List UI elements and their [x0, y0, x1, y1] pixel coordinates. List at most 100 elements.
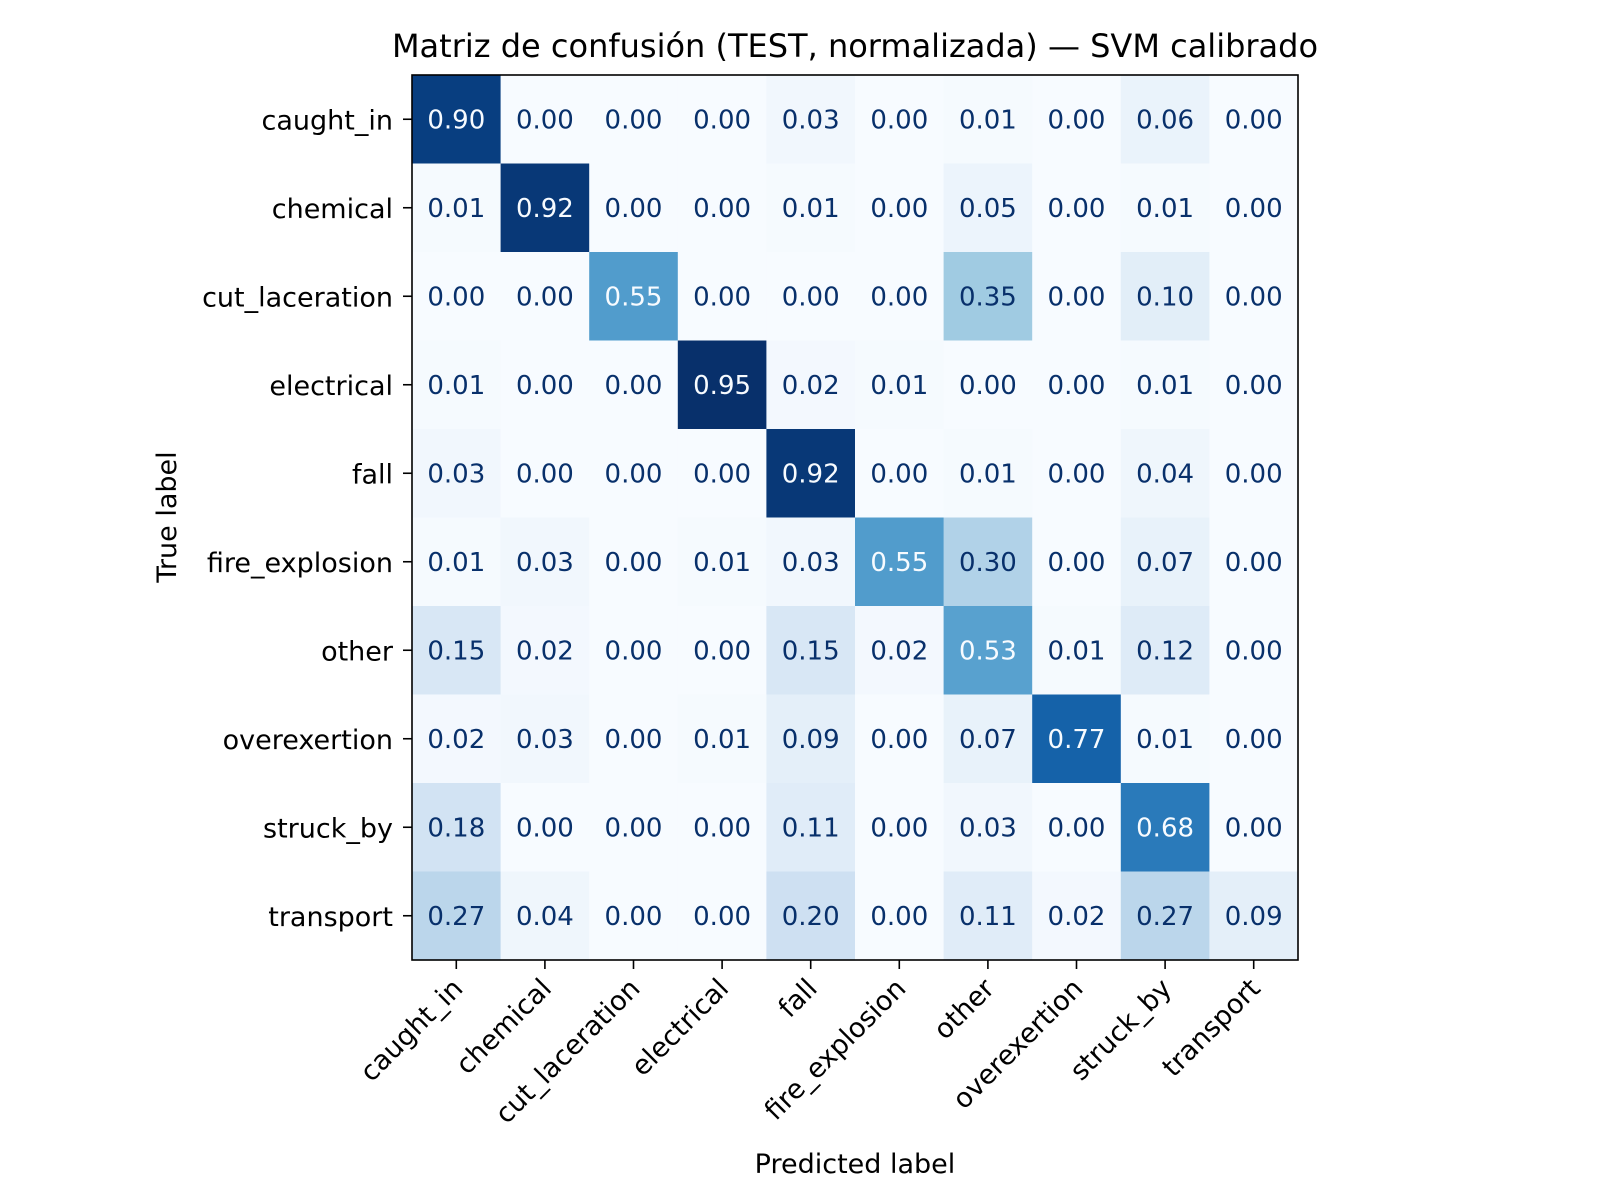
cell-value-label: 0.00: [693, 636, 751, 666]
heatmap-cell: [855, 429, 945, 519]
heatmap-cell: [412, 75, 502, 165]
cell-value-label: 0.07: [959, 725, 1017, 755]
heatmap-cell: [766, 606, 856, 696]
cell-value-label: 0.01: [693, 548, 751, 578]
heatmap-cell: [1209, 75, 1299, 165]
cell-value-label: 0.07: [1136, 548, 1194, 578]
cell-value-label: 0.01: [870, 371, 928, 401]
heatmap-cell: [412, 517, 502, 607]
cell-value-label: 0.00: [1048, 548, 1106, 578]
x-tick-label: transport: [1157, 973, 1267, 1083]
heatmap-cell: [1209, 783, 1299, 873]
heatmap-cell: [500, 252, 590, 342]
cell-value-label: 0.00: [516, 813, 574, 843]
cell-value-label: 0.11: [782, 813, 840, 843]
cell-value-label: 0.01: [427, 371, 485, 401]
heatmap-cell: [1120, 429, 1210, 519]
cell-value-label: 0.00: [605, 636, 663, 666]
heatmap-cell: [1120, 783, 1210, 873]
heatmap-cell: [1032, 517, 1122, 607]
cell-value-label: 0.00: [516, 105, 574, 135]
heatmap-cell: [500, 429, 590, 519]
heatmap-cell: [1209, 694, 1299, 784]
cell-value-label: 0.00: [1225, 548, 1283, 578]
plot-frame: [411, 74, 1299, 961]
cell-value-label: 0.10: [1136, 282, 1194, 312]
cell-value-label: 0.00: [693, 105, 751, 135]
heatmap-cell: [589, 75, 679, 165]
heatmap-cell: [412, 694, 502, 784]
heatmap-cell: [1209, 517, 1299, 607]
y-axis-label: True label: [152, 451, 183, 583]
cell-value-label: 0.00: [605, 371, 663, 401]
cell-value-label: 0.90: [427, 105, 485, 135]
cell-value-label: 0.12: [1136, 636, 1194, 666]
heatmap-cell: [855, 606, 945, 696]
heatmap-cell: [589, 517, 679, 607]
heatmap-cell: [589, 606, 679, 696]
heatmap-cell: [589, 694, 679, 784]
heatmap-cell: [766, 340, 856, 430]
cell-value-labels: 0.90 0.00 0.00 0.00 0.03 0.00 0.01 0.00 0.06 0.00…: [427, 105, 1282, 932]
cell-value-label: 0.02: [1048, 902, 1106, 932]
heatmap-cell: [500, 340, 590, 430]
cell-value-label: 0.03: [782, 105, 840, 135]
heatmap-cell: [1032, 252, 1122, 342]
y-axis-ticks: caught_in chemical cut_laceration electrica…: [202, 105, 412, 933]
cell-value-label: 0.00: [516, 459, 574, 489]
heatmap-cell: [1120, 75, 1210, 165]
cell-value-label: 0.00: [605, 813, 663, 843]
heatmap-cell: [677, 163, 767, 253]
chart-title: Matriz de confusión (TEST, normalizada) …: [392, 27, 1318, 65]
cell-value-label: 0.00: [605, 902, 663, 932]
y-tick-label: cut_laceration: [202, 282, 393, 313]
cell-value-label: 0.92: [516, 194, 574, 224]
heatmap-cell: [1032, 871, 1122, 961]
heatmap-cell: [677, 694, 767, 784]
heatmap-cell: [589, 163, 679, 253]
cell-value-label: 0.00: [1225, 459, 1283, 489]
cell-value-label: 0.00: [870, 194, 928, 224]
heatmap-cell: [766, 871, 856, 961]
cell-value-label: 0.00: [870, 105, 928, 135]
cell-value-label: 0.00: [605, 725, 663, 755]
heatmap-cell: [855, 340, 945, 430]
x-axis-label: Predicted label: [755, 1149, 956, 1180]
cell-value-label: 0.00: [870, 459, 928, 489]
cell-value-label: 0.05: [959, 194, 1017, 224]
heatmap-cell: [1209, 871, 1299, 961]
heatmap-cell: [1032, 75, 1122, 165]
cell-value-label: 0.00: [1048, 105, 1106, 135]
cell-value-label: 0.03: [959, 813, 1017, 843]
cell-value-label: 0.02: [870, 636, 928, 666]
heatmap-cell: [412, 340, 502, 430]
cell-value-label: 0.53: [959, 636, 1017, 666]
cell-value-label: 0.00: [870, 902, 928, 932]
heatmap-cell: [766, 252, 856, 342]
heatmap-cell: [500, 163, 590, 253]
cell-value-label: 0.92: [782, 459, 840, 489]
cell-value-label: 0.15: [427, 636, 485, 666]
x-tick-label: caught_in: [354, 973, 469, 1088]
heatmap-cell: [1120, 517, 1210, 607]
heatmap-cell: [943, 694, 1033, 784]
cell-value-label: 0.00: [605, 194, 663, 224]
cell-value-label: 0.00: [605, 459, 663, 489]
x-tick-label: electrical: [626, 973, 735, 1082]
cell-value-label: 0.00: [1225, 371, 1283, 401]
cell-value-label: 0.01: [782, 194, 840, 224]
heatmap-cell: [943, 871, 1033, 961]
cell-value-label: 0.00: [693, 813, 751, 843]
heatmap-cell: [1209, 163, 1299, 253]
heatmap-cell: [855, 871, 945, 961]
heatmap-cell: [500, 694, 590, 784]
heatmap-cell: [1120, 163, 1210, 253]
cell-value-label: 0.09: [782, 725, 840, 755]
heatmap-cell: [1032, 340, 1122, 430]
heatmap-cell: [589, 252, 679, 342]
heatmap-cell: [1032, 694, 1122, 784]
heatmap-cell: [766, 517, 856, 607]
heatmap-cell: [500, 517, 590, 607]
cell-value-label: 0.00: [693, 282, 751, 312]
